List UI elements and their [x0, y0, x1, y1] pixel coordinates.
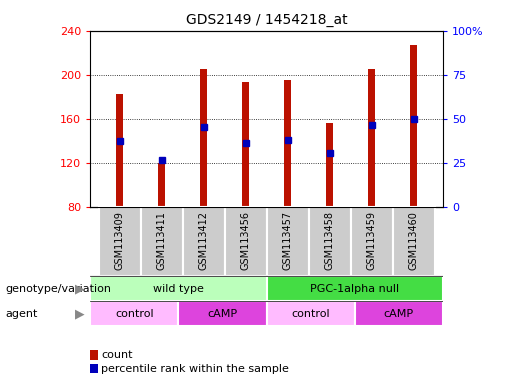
Bar	[200, 70, 207, 207]
Text: control: control	[115, 309, 153, 319]
Bar	[267, 276, 443, 301]
Bar	[355, 301, 443, 326]
Bar	[243, 81, 249, 207]
Text: GSM113459: GSM113459	[367, 211, 376, 270]
Bar	[182, 207, 225, 276]
Bar	[392, 207, 435, 276]
Text: agent: agent	[5, 309, 38, 319]
Text: genotype/variation: genotype/variation	[5, 284, 111, 294]
Text: wild type: wild type	[153, 284, 204, 294]
Text: GSM113456: GSM113456	[241, 211, 250, 270]
Bar	[90, 301, 178, 326]
Bar	[351, 207, 392, 276]
Text: GSM113460: GSM113460	[408, 211, 419, 270]
Text: ▶: ▶	[75, 283, 85, 295]
Bar	[308, 207, 351, 276]
Bar	[368, 70, 374, 207]
Text: GSM113411: GSM113411	[157, 211, 166, 270]
Text: cAMP: cAMP	[384, 309, 414, 319]
Text: GSM113409: GSM113409	[114, 211, 125, 270]
Bar	[284, 80, 290, 207]
Bar	[267, 207, 308, 276]
Bar	[178, 301, 267, 326]
Bar	[159, 163, 165, 207]
Text: GSM113457: GSM113457	[283, 211, 293, 270]
Bar	[327, 123, 333, 207]
Text: count: count	[101, 350, 133, 360]
Bar	[90, 276, 267, 301]
Bar	[116, 94, 123, 207]
Text: control: control	[291, 309, 330, 319]
Text: ▶: ▶	[75, 308, 85, 320]
Title: GDS2149 / 1454218_at: GDS2149 / 1454218_at	[186, 13, 347, 27]
Text: PGC-1alpha null: PGC-1alpha null	[310, 284, 399, 294]
Text: GSM113412: GSM113412	[198, 211, 209, 270]
Bar	[267, 301, 355, 326]
Bar	[98, 207, 141, 276]
Bar	[410, 45, 417, 207]
Text: percentile rank within the sample: percentile rank within the sample	[101, 364, 289, 374]
Bar	[225, 207, 267, 276]
Text: cAMP: cAMP	[208, 309, 237, 319]
Bar	[141, 207, 182, 276]
Text: GSM113458: GSM113458	[324, 211, 335, 270]
